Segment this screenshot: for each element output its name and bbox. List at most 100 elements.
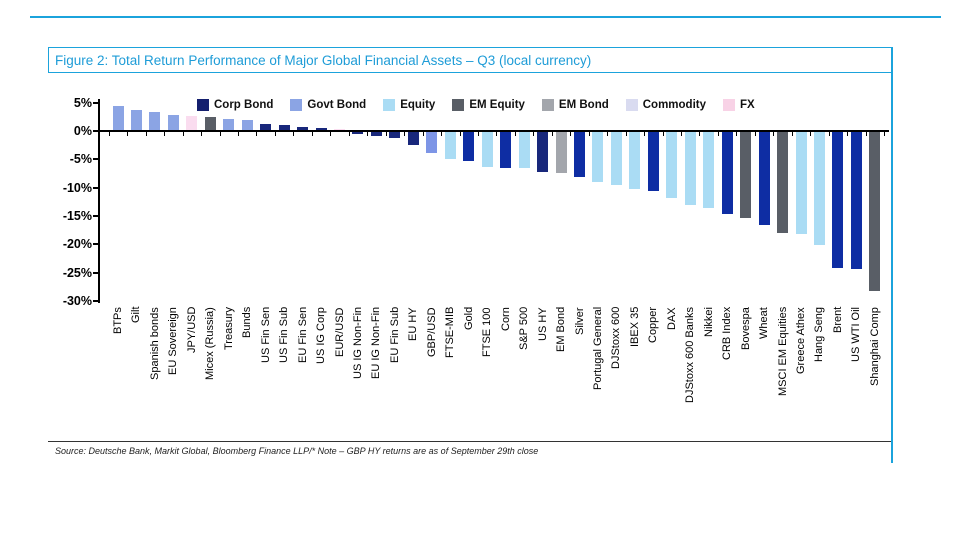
- bar: [370, 132, 382, 136]
- right-border-line: [891, 47, 893, 463]
- baseline-tick: [884, 132, 886, 136]
- baseline-tick: [219, 132, 221, 136]
- x-axis-label: JPY/USD: [185, 307, 198, 354]
- x-axis-label: IBEX 35: [628, 307, 641, 348]
- legend-item: FX: [723, 99, 755, 111]
- y-axis-tick: [93, 300, 99, 303]
- legend-swatch-icon: [723, 99, 735, 111]
- baseline-tick: [810, 132, 812, 136]
- x-axis-label: MSCI EM Equities: [776, 307, 789, 397]
- legend-label: FX: [740, 99, 755, 111]
- y-axis-label: -20%: [62, 237, 92, 252]
- x-axis-label: Gilt: [130, 307, 143, 324]
- legend-label: Govt Bond: [307, 99, 367, 111]
- bar: [500, 132, 512, 168]
- x-axis-label: BTPs: [112, 307, 124, 334]
- x-axis-label: DJStoxx 600: [610, 307, 623, 370]
- y-axis-tick: [93, 186, 99, 189]
- y-axis-label: 0%: [73, 124, 92, 138]
- x-axis-label: S&P 500: [518, 307, 531, 351]
- bar: [223, 119, 235, 130]
- y-axis-label: -25%: [62, 265, 92, 280]
- bar: [832, 132, 844, 268]
- legend-label: Corp Bond: [214, 99, 274, 111]
- bar: [444, 132, 456, 160]
- bar: [186, 116, 198, 130]
- y-axis-line: [98, 99, 100, 303]
- bar: [167, 114, 179, 130]
- bar: [315, 128, 327, 130]
- y-axis-tick: [93, 130, 99, 132]
- y-axis-tick: [93, 158, 99, 161]
- baseline-tick: [274, 132, 276, 136]
- baseline-tick: [791, 132, 793, 136]
- x-axis-label: EU IG Non-Fin: [370, 307, 383, 380]
- bar: [518, 132, 530, 169]
- x-axis-label: Silver: [573, 307, 586, 335]
- legend-swatch-icon: [541, 99, 554, 111]
- x-axis-label: CRB Index: [721, 307, 734, 361]
- x-axis-label: Wheat: [758, 307, 771, 339]
- x-axis-label: GBP/USD: [425, 307, 438, 357]
- footer-divider: [48, 441, 891, 442]
- bar: [592, 132, 604, 183]
- legend-item: EM Equity: [452, 99, 525, 111]
- x-axis-label: EU Sovereign: [167, 307, 180, 375]
- y-axis-label: -15%: [62, 209, 92, 224]
- bar: [204, 116, 216, 130]
- bar: [721, 132, 733, 215]
- baseline-tick: [201, 132, 203, 136]
- baseline-tick: [644, 132, 646, 136]
- baseline-tick: [533, 132, 535, 136]
- y-axis-label: -5%: [69, 152, 92, 167]
- bar: [334, 129, 346, 130]
- bar: [260, 123, 272, 130]
- bar: [703, 132, 715, 208]
- x-axis-label: US Fin Sub: [278, 307, 291, 364]
- baseline-tick: [736, 132, 738, 136]
- bar: [278, 125, 290, 130]
- legend-item: Govt Bond: [290, 99, 366, 111]
- x-axis-label: Spanish bonds: [148, 307, 161, 380]
- bar: [426, 132, 438, 153]
- bar: [610, 132, 622, 185]
- bar: [647, 132, 659, 191]
- baseline-tick: [182, 132, 184, 136]
- bar: [537, 132, 549, 172]
- baseline-tick: [330, 132, 332, 136]
- x-axis-label: Corn: [499, 307, 512, 331]
- baseline-tick: [441, 132, 443, 136]
- bar: [149, 112, 161, 130]
- baseline-tick: [662, 132, 664, 136]
- x-axis-label: EU HY: [407, 307, 420, 341]
- baseline-tick: [717, 132, 719, 136]
- bar: [758, 132, 770, 225]
- baseline-tick: [237, 132, 239, 136]
- chart-legend: Corp Bond Govt Bond Equity EM Equity EM Bond…: [197, 99, 755, 111]
- x-axis-label: US HY: [536, 307, 549, 341]
- legend-item: Equity: [383, 99, 435, 111]
- bar: [629, 132, 641, 190]
- bar: [684, 132, 696, 206]
- bar: [869, 132, 881, 291]
- x-axis-label: FTSE 100: [481, 307, 494, 357]
- baseline-tick: [145, 132, 147, 136]
- bar: [297, 127, 309, 130]
- y-axis-label: 5%: [73, 95, 92, 110]
- baseline-tick: [681, 132, 683, 136]
- legend-label: Equity: [400, 99, 436, 111]
- baseline-tick: [311, 132, 313, 136]
- x-axis-label: Gold: [462, 307, 475, 331]
- baseline-tick: [625, 132, 627, 136]
- zero-baseline: [98, 130, 889, 132]
- bar: [352, 132, 364, 135]
- top-divider: [30, 16, 941, 18]
- bar: [241, 120, 253, 130]
- bar: [112, 105, 124, 130]
- legend-item: EM Bond: [541, 99, 609, 111]
- x-axis-label: Brent: [831, 307, 844, 334]
- bar: [777, 132, 789, 233]
- x-axis-label: EUR/USD: [333, 307, 346, 357]
